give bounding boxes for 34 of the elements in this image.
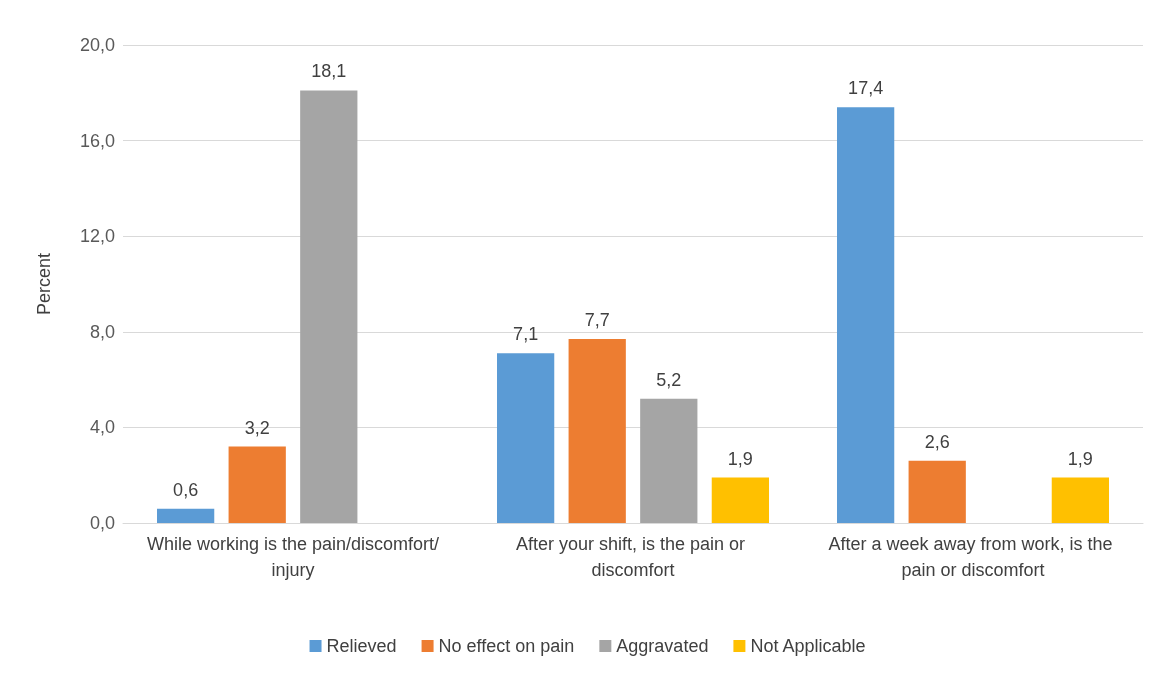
data-label: 1,9 [1067,448,1093,469]
y-tick-label: 4,0 [89,417,115,438]
bar [228,446,286,523]
bar [711,477,769,523]
legend-label: Relieved [326,636,397,656]
data-label: 1,9 [727,448,753,469]
x-tick-label: While working is the pain/discomfort/injury [146,534,440,580]
data-label: 7,7 [584,309,610,330]
bar [1051,477,1109,523]
legend-label: No effect on pain [438,636,575,656]
bar [908,460,966,523]
legend-label: Aggravated [616,636,709,656]
y-tick-label: 0,0 [89,513,115,533]
data-label: 5,2 [656,369,682,390]
data-label: 3,2 [244,417,270,438]
y-tick-label: 20,0 [79,35,115,55]
y-tick-label: 12,0 [79,226,115,247]
bar [300,90,358,523]
data-label: 7,1 [513,324,539,345]
data-label: 2,6 [924,431,950,452]
y-axis-title: Percent [34,252,54,316]
y-tick-label: 8,0 [89,321,115,342]
x-tick-label: After your shift, is the pain or discomfort [515,534,751,580]
data-label: 18,1 [311,61,347,82]
data-label: 17,4 [848,78,884,99]
bar [568,338,626,523]
bar [157,508,215,523]
legend-label: Not Applicable [750,636,866,656]
y-tick-label: 16,0 [79,130,115,151]
bar [837,107,895,523]
data-label: 0,6 [173,479,199,500]
x-tick-label: After a week away from work, is the pain or discomfort [828,534,1118,580]
bar [497,353,555,523]
bar [640,398,698,523]
